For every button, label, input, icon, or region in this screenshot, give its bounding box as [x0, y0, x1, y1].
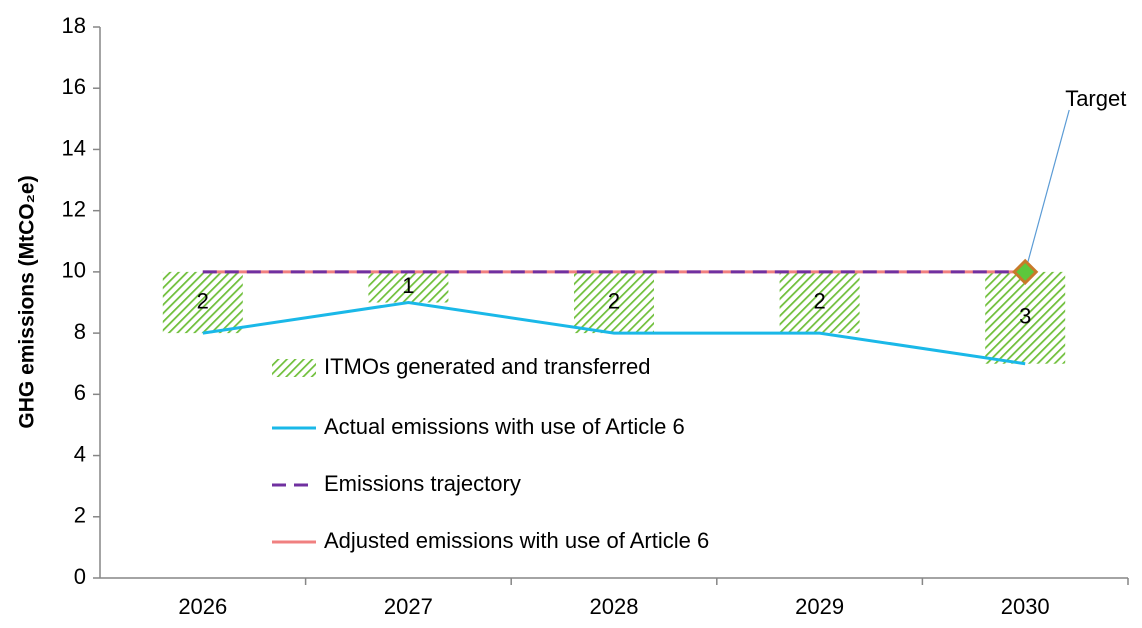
y-tick-label: 12: [62, 196, 86, 221]
annotation-text: Target: [1065, 86, 1126, 111]
target-marker: [1012, 258, 1039, 286]
y-axis-label: GHG emissions (MtCO₂e): [16, 175, 39, 428]
bar-value-label: 2: [197, 288, 209, 313]
y-tick-label: 6: [74, 380, 86, 405]
bar-value-label: 1: [402, 273, 414, 298]
legend-item: Emissions trajectory: [272, 471, 521, 496]
legend-swatch: [272, 359, 316, 377]
line: [202, 300, 1026, 366]
y-tick-label: 14: [62, 135, 86, 160]
x-tick-label: 2030: [1001, 594, 1050, 619]
legend-label: Adjusted emissions with use of Article 6: [324, 528, 709, 553]
y-tick-label: 8: [74, 319, 86, 344]
legend-item: Adjusted emissions with use of Article 6: [272, 528, 709, 553]
annotation-leader: [1024, 109, 1070, 273]
y-tick-label: 10: [62, 258, 86, 283]
bar-value-label: 3: [1019, 304, 1031, 329]
legend-label: Emissions trajectory: [324, 471, 521, 496]
legend-label: Actual emissions with use of Article 6: [324, 414, 685, 439]
x-tick-label: 2029: [795, 594, 844, 619]
legend-item: Actual emissions with use of Article 6: [272, 414, 685, 439]
bar-value-label: 2: [813, 288, 825, 313]
itmo-bar: [574, 271, 654, 334]
legend-item: ITMOs generated and transferred: [272, 354, 651, 379]
itmo-bar: [779, 271, 860, 334]
x-tick-label: 2027: [384, 594, 433, 619]
y-tick-label: 16: [62, 74, 86, 99]
itmo-bar: [368, 271, 449, 303]
bar-value-label: 2: [608, 288, 620, 313]
y-tick-label: 4: [74, 441, 86, 466]
x-tick-label: 2028: [590, 594, 639, 619]
y-tick-label: 0: [74, 564, 86, 589]
itmo-bar: [162, 271, 243, 334]
y-tick-label: 18: [62, 13, 86, 38]
itmo-bar: [985, 271, 1066, 364]
y-tick-label: 2: [74, 503, 86, 528]
legend-label: ITMOs generated and transferred: [324, 354, 651, 379]
x-tick-label: 2026: [178, 594, 227, 619]
